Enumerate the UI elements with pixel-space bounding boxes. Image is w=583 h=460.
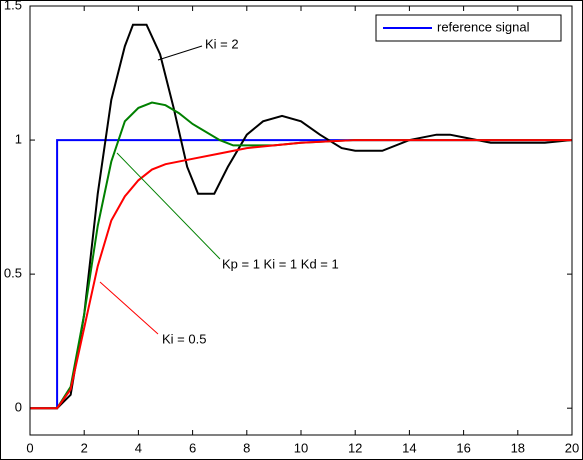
annotation: Ki = 0.5 xyxy=(162,331,206,346)
x-tick-label: 8 xyxy=(243,440,250,455)
y-tick-label: 1 xyxy=(15,132,22,147)
x-tick-label: 18 xyxy=(511,440,525,455)
annotation: Kp = 1 Ki = 1 Kd = 1 xyxy=(222,256,339,271)
y-tick-label: 0 xyxy=(15,400,22,415)
annotation: Ki = 2 xyxy=(205,36,239,51)
x-tick-label: 14 xyxy=(402,440,416,455)
x-tick-label: 10 xyxy=(294,440,308,455)
legend-label: reference signal xyxy=(437,19,530,34)
x-tick-label: 20 xyxy=(565,440,579,455)
annotation-line xyxy=(99,281,159,335)
x-tick-label: 6 xyxy=(189,440,196,455)
series-line xyxy=(30,139,572,410)
axes-box xyxy=(29,5,573,436)
y-tick-label: 1.5 xyxy=(4,0,22,12)
x-tick-label: 4 xyxy=(135,440,142,455)
y-tick-label: 0.5 xyxy=(4,266,22,281)
annotation-line xyxy=(116,152,221,260)
x-tick-label: 16 xyxy=(456,440,470,455)
x-tick-label: 2 xyxy=(81,440,88,455)
annotation-line xyxy=(157,45,203,61)
plot-area xyxy=(30,6,572,435)
x-tick-label: 0 xyxy=(26,440,33,455)
x-tick-label: 12 xyxy=(348,440,362,455)
